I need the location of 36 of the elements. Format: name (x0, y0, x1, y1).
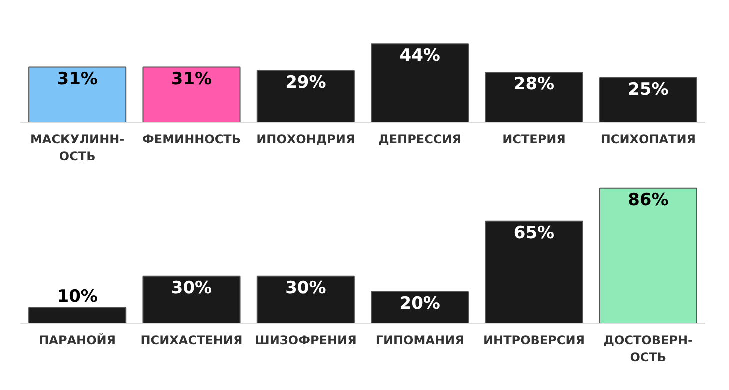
data-label: 10% (57, 286, 98, 307)
bar (142, 66, 241, 122)
bar (142, 276, 241, 324)
data-label: 86% (628, 190, 669, 210)
x-tick-label: ПСИХОПАТИЯ (600, 132, 696, 146)
x-tick-label: ПСИХАСТЕНИЯ (140, 334, 243, 348)
x-tick-label: ФЕМИННОСТЬ (142, 132, 242, 146)
x-tick-label: ГИПОМАНИЯ (376, 334, 464, 348)
x-tick-label: МАСКУЛИНН- ОСТЬ (30, 132, 125, 164)
x-tick-label: ПАРАНОЙЯ (39, 332, 116, 348)
bar (371, 44, 470, 122)
x-tick-label: ДОСТОВЕРН- ОСТЬ (604, 334, 694, 364)
data-label: 31% (171, 69, 212, 90)
data-label: 44% (400, 46, 440, 66)
data-label: 30% (171, 278, 212, 298)
bar (485, 220, 584, 324)
x-tick-label: ИСТЕРИЯ (502, 132, 566, 146)
bar (28, 307, 127, 324)
bar (256, 276, 355, 324)
bar (28, 66, 127, 122)
bar (256, 70, 355, 122)
bar (485, 72, 584, 122)
bar (599, 188, 698, 324)
bar (371, 292, 470, 324)
x-tick-label: ШИЗОФРЕНИЯ (255, 334, 357, 348)
x-tick-label: ИПОХОНДРИЯ (256, 132, 356, 146)
data-label: 65% (514, 223, 555, 244)
data-label: 20% (400, 294, 440, 314)
data-label: 31% (57, 69, 98, 90)
x-tick-label: ДЕПРЕССИЯ (378, 132, 462, 146)
data-label: 30% (286, 278, 326, 298)
x-tick-label: ИНТРОВЕРСИЯ (484, 334, 585, 348)
bar (599, 77, 698, 122)
data-label: 28% (514, 74, 555, 95)
data-label: 25% (628, 80, 669, 100)
data-label: 29% (286, 72, 326, 93)
